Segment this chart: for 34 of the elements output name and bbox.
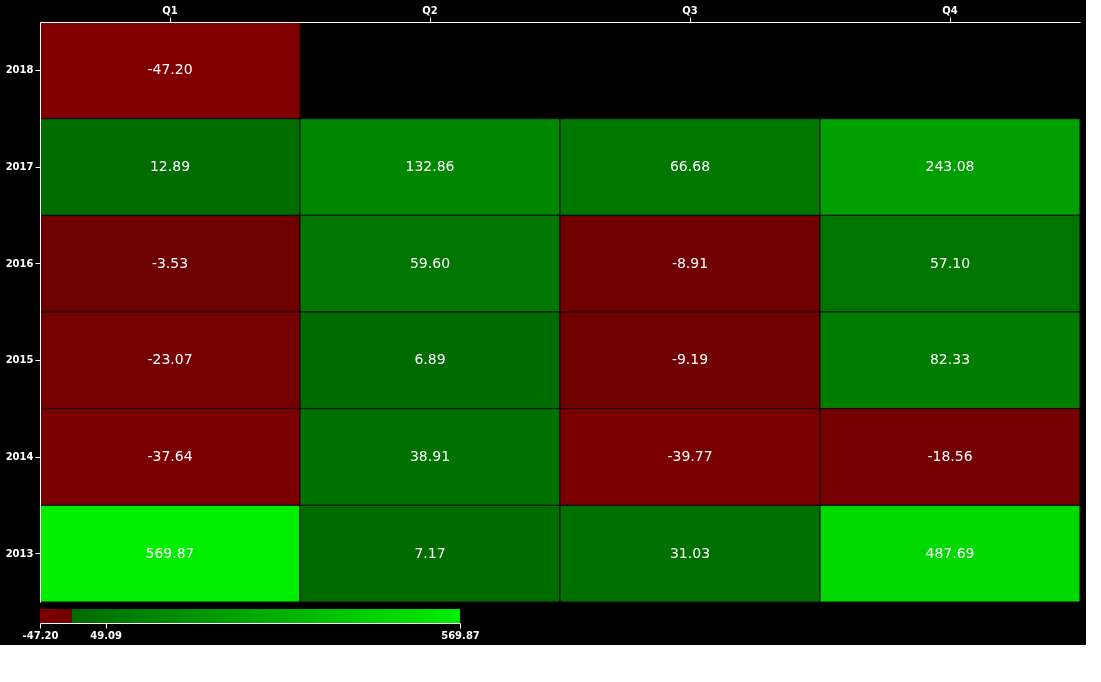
- data-label: -39.77: [667, 448, 713, 464]
- data-label: -37.64: [147, 448, 193, 464]
- data-label: 59.60: [409, 254, 451, 271]
- data-label: 66.68: [669, 158, 711, 174]
- x-tick-label: Q3: [682, 4, 698, 16]
- data-label: -47.20: [147, 61, 193, 78]
- y-tick-label: 2015: [5, 354, 34, 366]
- data-label: 12.89: [149, 158, 191, 174]
- data-label: 132.86: [405, 158, 455, 174]
- data-label: 82.33: [929, 351, 971, 368]
- data-label: 7.17: [414, 544, 446, 561]
- data-label: -8.91: [671, 254, 709, 271]
- data-label: -18.56: [927, 448, 973, 464]
- data-label: 487.69: [925, 544, 975, 561]
- data-label: 31.03: [669, 544, 711, 561]
- y-tick-label: 2018: [5, 64, 34, 76]
- data-label: 569.87: [145, 544, 195, 561]
- x-tick-label: Q2: [422, 4, 438, 16]
- y-tick-label: 2017: [5, 161, 34, 172]
- data-label: 6.89: [414, 351, 446, 368]
- y-tick-label: 2014: [5, 451, 34, 462]
- data-label: 243.08: [925, 158, 975, 174]
- x-tick-label: Q4: [942, 4, 958, 16]
- color-bar-label: 569.87: [441, 629, 480, 641]
- y-tick-label: 2016: [5, 257, 34, 269]
- data-label: -3.53: [151, 254, 189, 271]
- color-bar-label: 49.09: [90, 629, 122, 641]
- data-label: 38.91: [409, 448, 451, 464]
- y-tick-label: 2013: [5, 547, 34, 559]
- data-label: 57.10: [929, 254, 971, 271]
- x-tick-label: Q1: [162, 4, 178, 16]
- data-label: -9.19: [671, 351, 709, 368]
- data-label: -23.07: [147, 351, 193, 368]
- color-bar-label: -47.20: [22, 629, 59, 641]
